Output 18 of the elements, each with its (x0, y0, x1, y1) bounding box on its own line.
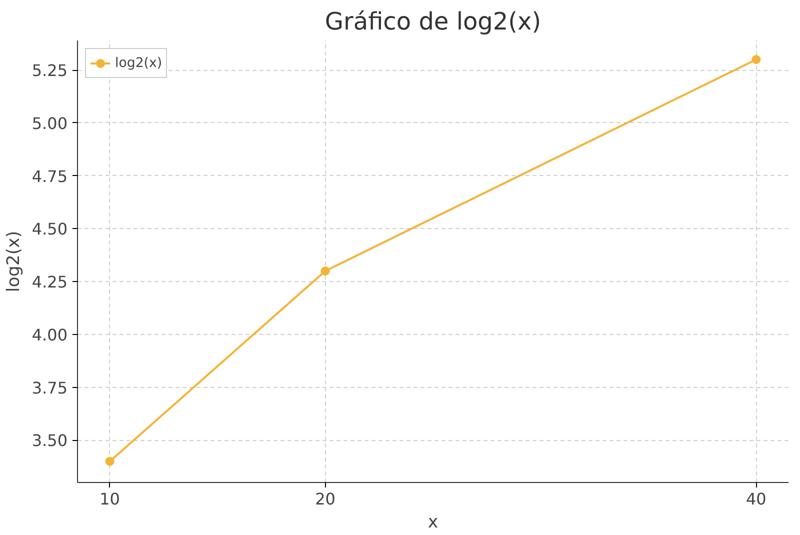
y-tick-label: 3.50 (32, 431, 68, 450)
y-tick-label: 4.75 (32, 166, 68, 186)
y-axis-title: log2(x) (4, 230, 24, 292)
point (320, 266, 330, 276)
point (752, 55, 761, 64)
point (105, 456, 114, 466)
y-tick-label: 5.25 (32, 61, 68, 80)
x-tick-label: 40 (746, 490, 766, 508)
y-tick-label: 4.00 (32, 325, 68, 344)
x-axis-title: x (428, 512, 438, 532)
chart-title: Gráfico de log2(x) (324, 8, 542, 36)
y-tick-label: 5.00 (32, 114, 68, 133)
y-tick-label: 4.50 (32, 220, 68, 239)
legend-label: log2(x) (115, 56, 162, 70)
x-tick-label: 20 (315, 490, 336, 508)
y-tick-label: 3.75 (32, 378, 68, 398)
x-tick-label: 10 (100, 490, 120, 508)
y-tick-label: 4.25 (32, 272, 68, 292)
